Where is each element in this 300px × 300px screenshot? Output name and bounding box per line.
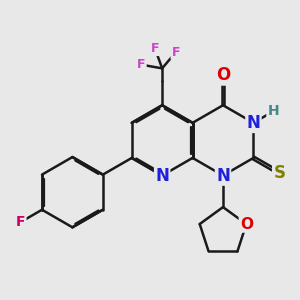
Text: N: N [155,167,169,184]
Text: F: F [137,58,146,71]
Text: F: F [172,46,180,59]
Text: O: O [216,66,230,84]
Text: N: N [216,167,230,184]
Text: F: F [16,215,26,229]
Text: O: O [240,217,253,232]
Text: S: S [273,164,285,182]
Text: F: F [151,42,159,55]
Text: H: H [267,104,279,118]
Text: N: N [247,114,260,132]
